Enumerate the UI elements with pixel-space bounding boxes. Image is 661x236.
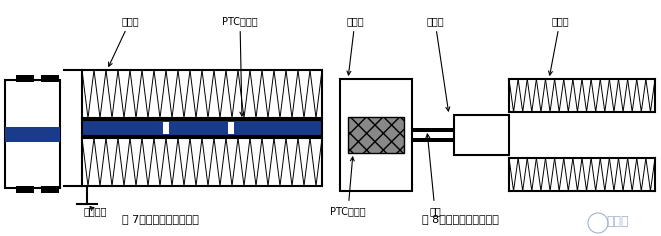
Text: 电线: 电线 xyxy=(426,134,441,216)
Bar xyxy=(340,79,412,191)
Bar xyxy=(5,126,60,142)
Bar xyxy=(41,75,59,82)
Text: 图 8。绝缘型空气加热器: 图 8。绝缘型空气加热器 xyxy=(422,214,498,224)
Bar xyxy=(348,117,404,153)
Text: 日月辰: 日月辰 xyxy=(607,215,629,228)
Text: 散热器: 散热器 xyxy=(108,16,139,66)
Text: PTC陶瓷片: PTC陶瓷片 xyxy=(222,16,258,116)
Text: 图 7。带电型空气加热器: 图 7。带电型空气加热器 xyxy=(122,214,198,224)
Text: 散热器: 散热器 xyxy=(549,16,569,75)
Text: 绝缘层: 绝缘层 xyxy=(346,16,364,75)
Bar xyxy=(228,122,234,134)
Bar xyxy=(5,80,60,188)
Text: 电极插头: 电极插头 xyxy=(83,206,106,216)
Bar xyxy=(163,122,169,134)
Bar xyxy=(16,186,34,193)
Bar xyxy=(412,138,454,142)
Bar xyxy=(454,115,509,155)
Bar xyxy=(412,128,454,132)
Bar xyxy=(16,75,34,82)
Bar xyxy=(82,120,322,136)
Text: PTC陶瓷片: PTC陶瓷片 xyxy=(330,157,366,216)
Bar xyxy=(41,186,59,193)
Text: 铝外壳: 铝外壳 xyxy=(426,16,449,111)
